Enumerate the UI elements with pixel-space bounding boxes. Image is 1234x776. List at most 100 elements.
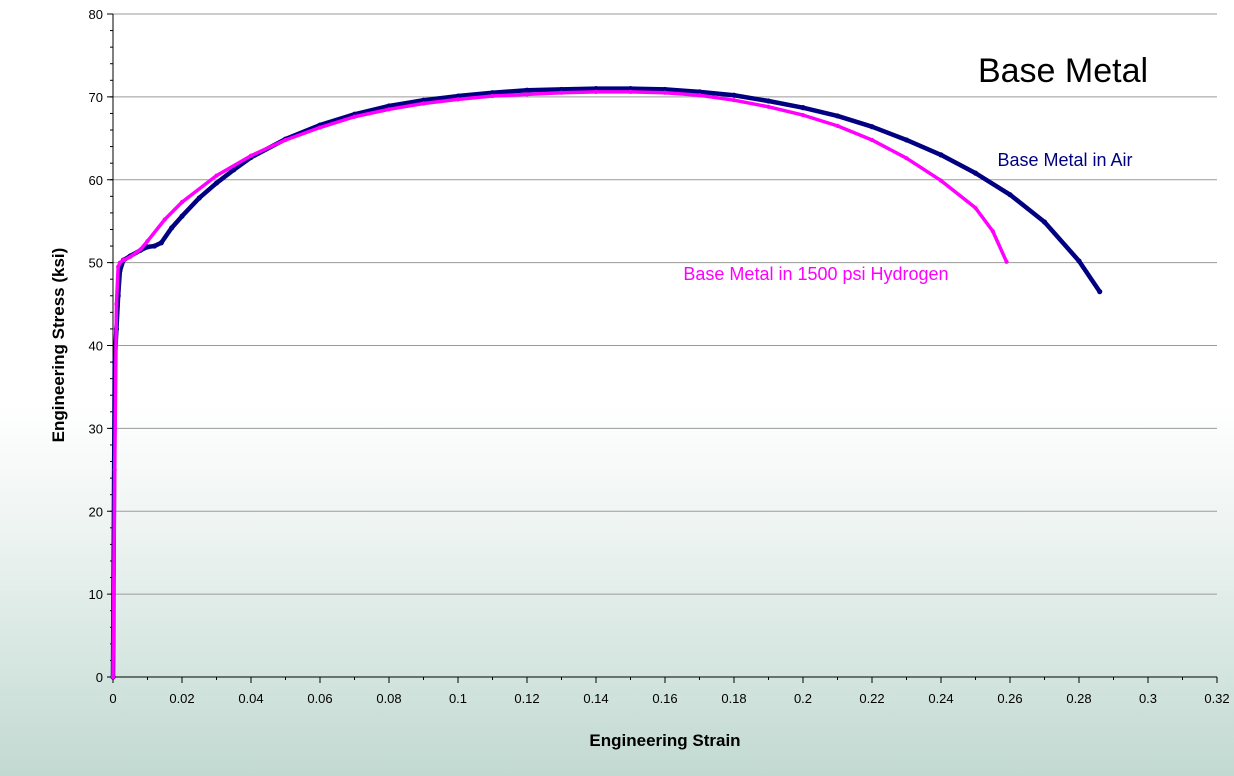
chart-title: Base Metal (978, 52, 1148, 90)
x-tick-label: 0.2 (794, 691, 812, 706)
y-tick-label: 50 (89, 256, 103, 271)
y-tick-labels: 0 10 20 30 40 50 60 70 80 (89, 7, 103, 685)
data-point-hydrogen (117, 260, 122, 265)
data-point-hydrogen (800, 113, 806, 118)
y-tick-label: 80 (89, 7, 103, 22)
data-point-air (869, 124, 875, 130)
data-point-hydrogen (593, 89, 599, 95)
data-point-air (169, 225, 175, 231)
data-point-air (696, 89, 703, 95)
data-point-hydrogen (112, 467, 117, 472)
data-point-air (972, 170, 979, 176)
x-tick-label: 0.14 (583, 691, 608, 706)
data-point-air (231, 167, 237, 173)
x-tick-label: 0.18 (721, 691, 746, 706)
data-point-air (1076, 258, 1082, 264)
data-point-air (1007, 192, 1013, 198)
x-tick-label: 0.12 (514, 691, 539, 706)
data-point-hydrogen (121, 258, 126, 263)
data-point-air (196, 195, 202, 201)
data-point-air (731, 92, 737, 98)
data-point-hydrogen (145, 238, 150, 244)
data-point-hydrogen (731, 98, 737, 103)
x-tick-label: 0.1 (449, 691, 467, 706)
series-line-air (110, 86, 1102, 680)
data-point-hydrogen (138, 247, 143, 252)
x-tick-label: 0.02 (169, 691, 194, 706)
y-tick-label: 70 (89, 90, 103, 105)
data-point-hydrogen (559, 90, 564, 95)
series-label-hydrogen: Base Metal in 1500 psi Hydrogen (683, 264, 948, 284)
data-point-air (420, 97, 427, 103)
data-point-air (455, 93, 461, 99)
x-axis-title: Engineering Strain (589, 731, 740, 750)
x-tick-label: 0.16 (652, 691, 677, 706)
data-point-hydrogen (455, 97, 461, 102)
x-tick-label: 0.08 (376, 691, 401, 706)
data-point-hydrogen (628, 89, 633, 95)
data-point-hydrogen (386, 107, 392, 112)
data-point-air (158, 240, 164, 246)
series-label-air: Base Metal in Air (997, 150, 1132, 170)
x-tick-label: 0.06 (307, 691, 332, 706)
y-tick-label: 60 (89, 173, 103, 188)
data-point-air (489, 90, 496, 96)
data-point-air (179, 213, 185, 219)
series-group (110, 85, 1103, 680)
data-point-air (765, 98, 772, 104)
data-point-air (593, 85, 599, 92)
data-point-hydrogen (697, 93, 702, 98)
x-tick-label: 0.24 (928, 691, 953, 706)
data-point-hydrogen (214, 173, 219, 178)
y-tick-label: 10 (89, 587, 103, 602)
data-point-hydrogen (662, 90, 668, 95)
y-tick-label: 0 (96, 670, 103, 685)
data-point-air (213, 180, 220, 186)
data-point-hydrogen (248, 153, 254, 158)
x-tick-labels: 0 0.02 0.04 0.06 0.08 0.1 0.12 0.14 0.16 0.18 0.2 0… (109, 691, 1229, 706)
data-point-hydrogen (110, 674, 116, 680)
data-point-hydrogen (869, 137, 875, 143)
x-tick-label: 0.26 (997, 691, 1022, 706)
data-point-hydrogen (938, 178, 944, 183)
data-point-air (627, 85, 634, 92)
data-point-hydrogen (1004, 259, 1009, 264)
data-point-air (800, 105, 806, 111)
y-tick-label: 20 (89, 504, 103, 519)
data-point-air (1097, 289, 1103, 295)
data-point-hydrogen (114, 301, 119, 307)
data-point-hydrogen (990, 229, 995, 234)
y-tick-label: 30 (89, 421, 103, 436)
data-point-hydrogen (973, 205, 978, 211)
y-tick-label: 40 (89, 339, 103, 354)
data-point-air (938, 152, 944, 158)
y-axis-title: Engineering Stress (ksi) (49, 248, 68, 443)
data-point-hydrogen (421, 101, 426, 106)
data-point-hydrogen (352, 114, 357, 119)
data-point-hydrogen (904, 156, 909, 161)
grid-lines (113, 13, 1217, 595)
data-point-hydrogen (179, 200, 185, 205)
data-point-hydrogen (283, 137, 288, 143)
data-point-air (144, 244, 151, 250)
data-point-air (524, 87, 530, 93)
data-point-hydrogen (766, 104, 771, 109)
data-point-hydrogen (162, 217, 167, 222)
data-point-hydrogen (490, 93, 495, 99)
x-tick-label: 0 (109, 691, 116, 706)
data-point-hydrogen (835, 123, 840, 128)
data-point-air (386, 103, 392, 109)
data-point-air (558, 86, 565, 93)
data-point-air (151, 243, 157, 249)
x-tick-label: 0.28 (1066, 691, 1091, 706)
x-tick-label: 0.04 (238, 691, 263, 706)
x-tick-label: 0.32 (1204, 691, 1229, 706)
data-point-air (662, 86, 668, 93)
axes (107, 13, 1218, 683)
x-tick-label: 0.3 (1139, 691, 1157, 706)
x-tick-label: 0.22 (859, 691, 884, 706)
data-point-hydrogen (524, 92, 530, 97)
data-point-hydrogen (116, 264, 121, 269)
data-point-hydrogen (128, 254, 133, 259)
